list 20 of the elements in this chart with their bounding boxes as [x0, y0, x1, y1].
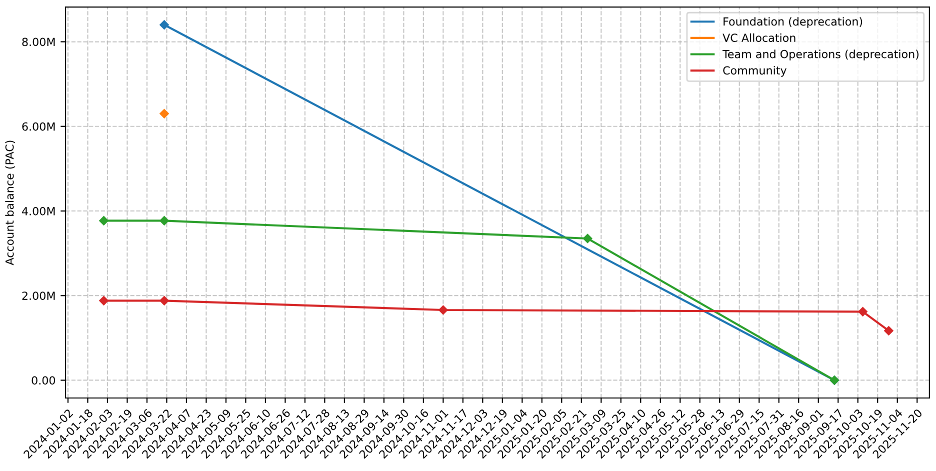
y-tick-label: 8.00M: [22, 38, 55, 46]
legend-label: Foundation (deprecation): [724, 17, 862, 28]
point: [99, 296, 108, 306]
y-tick-label: 4.00M: [22, 206, 55, 216]
legend-label: Team and Operations (deprecation): [722, 50, 918, 60]
y-tick-label: 6.00M: [22, 122, 55, 131]
y-tick-label: 2.00M: [22, 292, 55, 300]
point: [160, 20, 169, 30]
point: [160, 296, 169, 306]
point: [99, 216, 108, 226]
point: [160, 109, 169, 118]
y-axis-title: Account balance (PAC): [5, 140, 16, 266]
legend-label: VC Allocation: [722, 33, 796, 42]
point: [160, 216, 169, 226]
legend-label: Community: [723, 66, 787, 77]
point: [858, 307, 868, 316]
point: [582, 234, 592, 244]
y-tick-label: 0.00: [32, 376, 56, 385]
point: [884, 326, 894, 336]
point: [438, 305, 448, 315]
